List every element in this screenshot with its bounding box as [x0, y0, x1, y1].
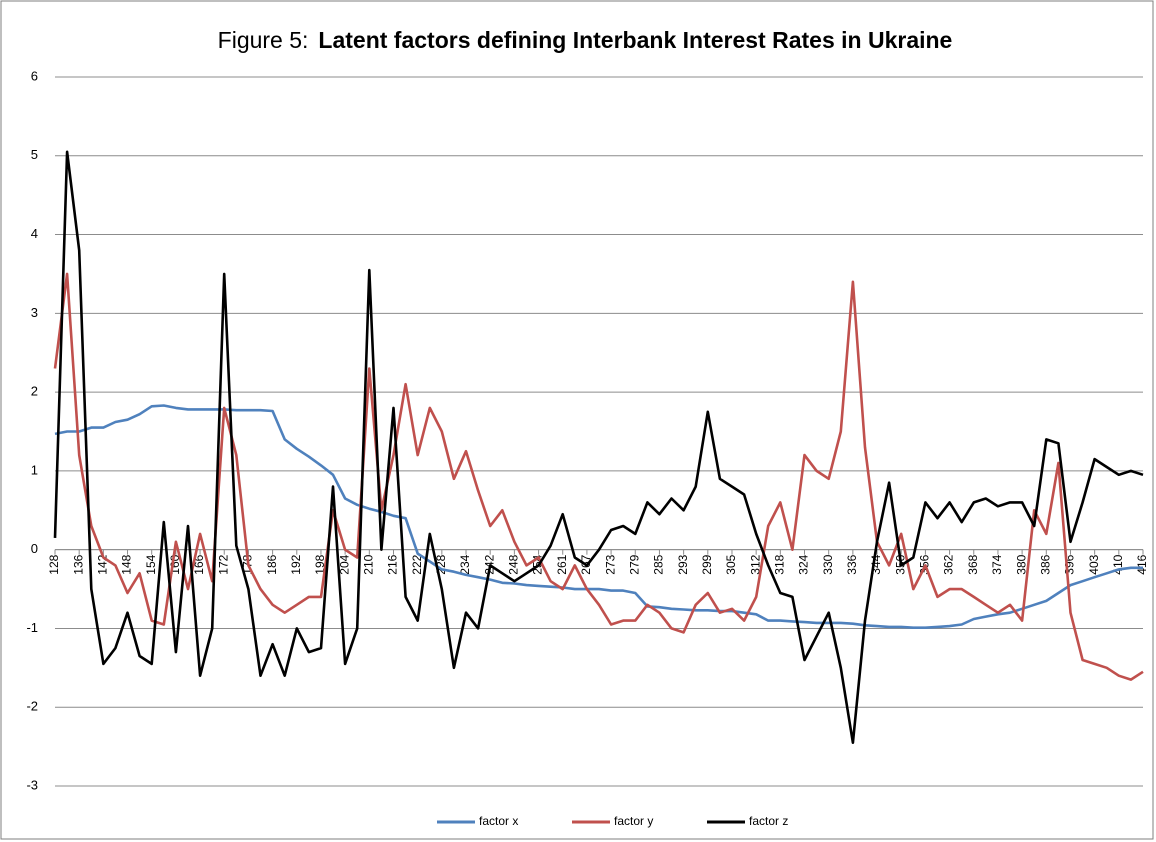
x-tick-label: 285	[652, 554, 666, 574]
x-tick-label: 248	[507, 554, 521, 574]
y-tick-label: 4	[31, 226, 38, 241]
x-tick-label: 172	[216, 554, 230, 574]
title-prefix: Figure 5:	[218, 27, 309, 53]
x-tick-label: 204	[337, 554, 351, 574]
y-tick-label: 0	[31, 541, 38, 556]
x-tick-label: 136	[71, 554, 85, 574]
x-tick-label: 403	[1087, 554, 1101, 574]
legend-label: factor y	[614, 814, 653, 828]
x-tick-label: 293	[676, 554, 690, 574]
x-tick-label: 324	[797, 554, 811, 574]
x-tick-label: 210	[361, 554, 375, 574]
x-tick-label: 305	[724, 554, 738, 574]
x-tick-label: 222	[410, 554, 424, 574]
x-tick-label: 380	[1014, 554, 1028, 574]
x-tick-label: 148	[120, 554, 134, 574]
y-tick-label: 2	[31, 384, 38, 399]
title-main: Latent factors defining Interbank Intere…	[318, 27, 952, 53]
y-tick-label: 5	[31, 147, 38, 162]
x-tick-label: 374	[990, 554, 1004, 574]
y-tick-label: -1	[26, 620, 38, 635]
series-line	[53, 150, 1144, 744]
y-tick-label: -2	[26, 699, 38, 714]
x-tick-label: 279	[627, 554, 641, 574]
series-line	[53, 272, 1144, 681]
x-tick-label: 299	[700, 554, 714, 574]
x-tick-label: 128	[47, 554, 61, 574]
x-tick-label: 386	[1038, 554, 1052, 574]
x-tick-label: 318	[773, 554, 787, 574]
x-tick-label: 154	[144, 554, 158, 574]
x-tick-label: 330	[821, 554, 835, 574]
y-tick-label: 3	[31, 305, 38, 320]
x-tick-label: 368	[966, 554, 980, 574]
series-line	[54, 404, 1143, 629]
y-tick-label: 1	[31, 462, 38, 477]
x-tick-label: 261	[555, 554, 569, 574]
y-tick-label: 6	[31, 68, 38, 83]
legend-label: factor x	[479, 814, 518, 828]
x-tick-label: 273	[603, 554, 617, 574]
x-tick-label: 192	[289, 554, 303, 574]
chart-title: Figure 5: Latent factors defining Interba…	[218, 27, 953, 53]
legend-label: factor z	[749, 814, 788, 828]
x-tick-label: 416	[1135, 554, 1149, 574]
x-tick-label: 336	[845, 554, 859, 574]
x-tick-label: 234	[458, 554, 472, 574]
y-tick-label: -3	[26, 777, 38, 792]
x-tick-label: 362	[942, 554, 956, 574]
x-tick-label: 186	[265, 554, 279, 574]
x-tick-label: 216	[386, 554, 400, 574]
x-tick-label: 312	[748, 554, 762, 574]
